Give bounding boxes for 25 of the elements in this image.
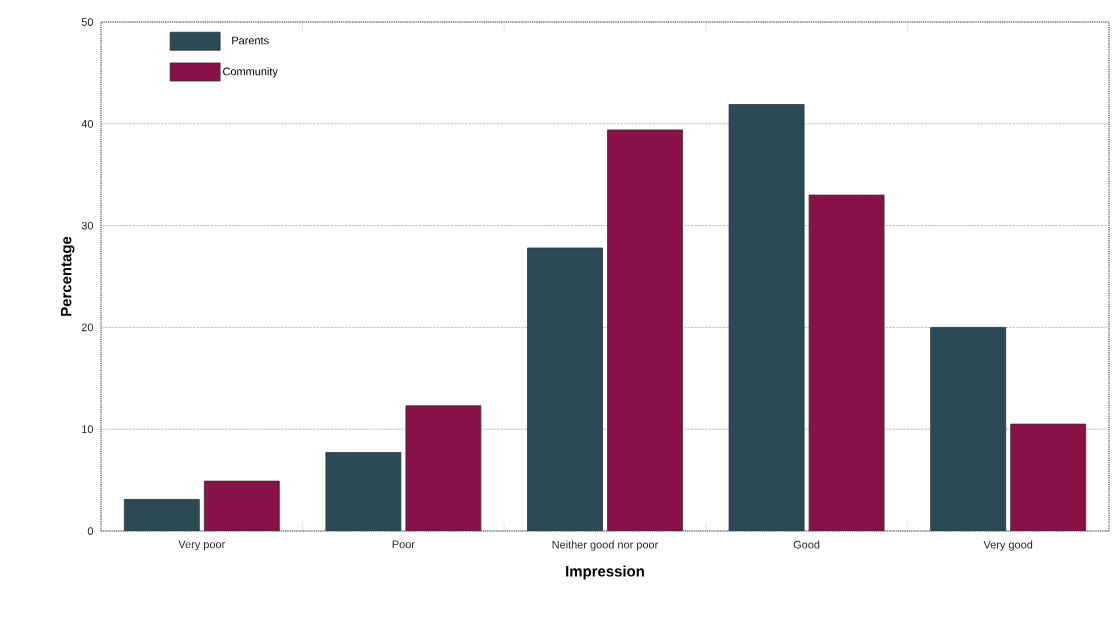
bar [405,405,482,531]
legend-label: Parents [232,36,269,45]
x-tick-label: Very poor [178,540,226,551]
bar [607,129,683,531]
bar [325,452,402,531]
y-tick-label: 30 [81,221,94,230]
y-tick-label: 10 [82,425,94,434]
x-tick-label: Very good [983,540,1033,551]
x-tick-label: Good [793,540,820,549]
x-axis-title: Impression [566,565,644,580]
bar [809,195,885,531]
y-tick-label: 0 [87,527,94,535]
bar [930,327,1007,531]
bar [729,104,805,531]
bar [527,247,603,531]
legend-label: Community [223,67,278,78]
bar [123,499,200,531]
y-tick-label: 50 [81,18,94,26]
bar [203,480,280,531]
y-tick-label: 40 [81,119,94,128]
bar [1010,423,1087,531]
y-tick-label: 20 [81,323,94,332]
x-tick-label: Neither good nor poor [552,540,659,551]
y-axis-title: Percentage [61,236,75,316]
x-tick-label: Poor [392,540,415,549]
